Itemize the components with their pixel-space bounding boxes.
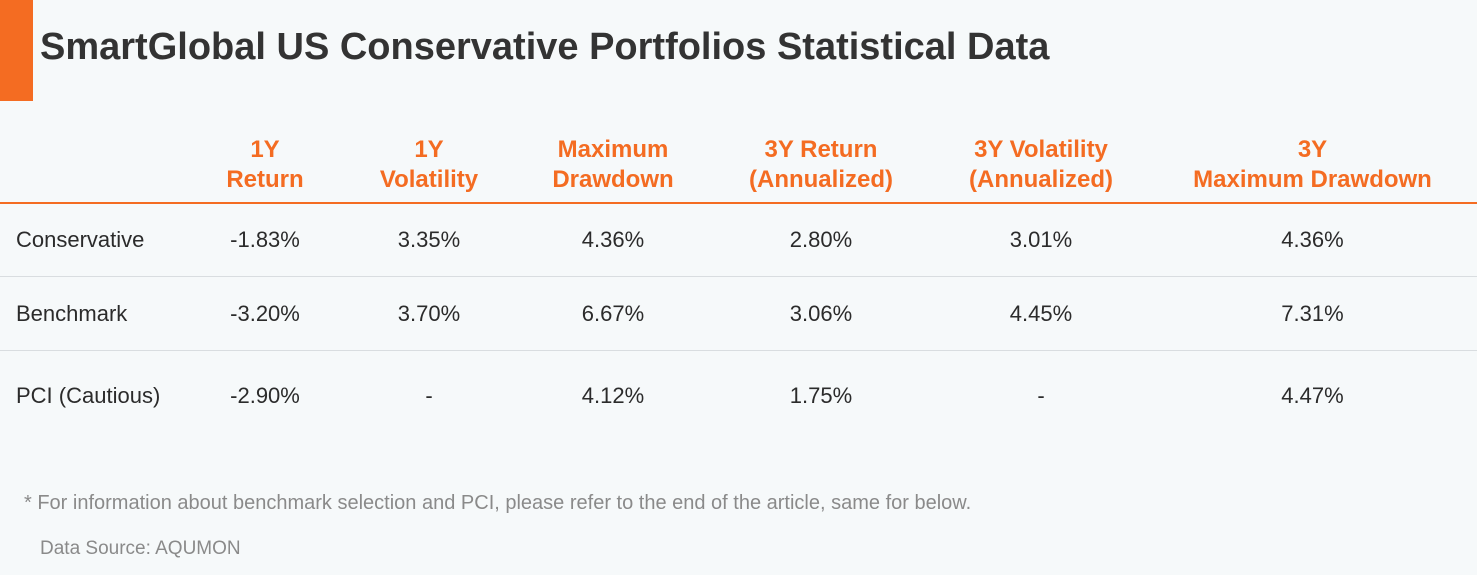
header-line: Return (226, 166, 304, 193)
header-line: 3Y (1297, 136, 1328, 163)
table-row: Benchmark -3.20% 3.70% 6.67% 3.06% 4.45%… (0, 276, 1477, 351)
table-header-row: 1Y Return 1Y Volatility Maximum Drawdown… (0, 130, 1477, 204)
table-row: PCI (Cautious) -2.90% - 4.12% 1.75% - 4.… (0, 351, 1477, 442)
row-label: Benchmark (0, 276, 190, 351)
table-cell: -3.20% (190, 276, 340, 351)
row-label: Conservative (0, 203, 190, 277)
page-title: SmartGlobal US Conservative Portfolios S… (40, 26, 1050, 68)
table-cell: 2.80% (708, 203, 934, 277)
table-cell: 6.67% (518, 276, 708, 351)
table-cell: - (425, 383, 433, 408)
table-row: Conservative -1.83% 3.35% 4.36% 2.80% 3.… (0, 203, 1477, 277)
header-line: Drawdown (552, 166, 674, 193)
header-1y-return: 1Y Return (190, 130, 340, 204)
table-cell: - (1037, 383, 1045, 408)
header-line: 1Y (250, 136, 280, 163)
table-cell: 1.75% (789, 383, 853, 408)
header-3y-volatility: 3Y Volatility (Annualized) (934, 130, 1148, 204)
header-1y-volatility: 1Y Volatility (340, 130, 518, 204)
table-cell: 7.31% (1148, 276, 1477, 351)
title-accent-bar (0, 0, 33, 101)
table-cell: 3.06% (708, 276, 934, 351)
header-3y-maximum-drawdown: 3Y Maximum Drawdown (1148, 130, 1477, 204)
table-cell: 4.45% (934, 276, 1148, 351)
footnote: * For information about benchmark select… (24, 492, 972, 514)
header-line: (Annualized) (969, 166, 1113, 193)
header-line: (Annualized) (749, 166, 893, 193)
table-cell: -2.90% (230, 383, 300, 408)
header-line: Volatility (379, 166, 479, 193)
table-cell: 4.36% (1148, 203, 1477, 277)
header-line: Maximum Drawdown (1193, 166, 1432, 193)
table-cell: 4.12% (581, 383, 645, 408)
header-line: 1Y (414, 136, 444, 163)
table-cell: 4.36% (518, 203, 708, 277)
table-cell: 3.01% (934, 203, 1148, 277)
header-line: 3Y Volatility (974, 136, 1108, 163)
data-source: Data Source: AQUMON (40, 538, 241, 559)
table-cell: 4.47% (1281, 383, 1344, 408)
statistics-table: 1Y Return 1Y Volatility Maximum Drawdown… (0, 130, 1477, 441)
header-maximum-drawdown: Maximum Drawdown (518, 130, 708, 204)
header-line: Maximum (557, 136, 669, 163)
header-line: 3Y Return (764, 136, 878, 163)
table-cell: 3.70% (340, 276, 518, 351)
header-3y-return: 3Y Return (Annualized) (708, 130, 934, 204)
table-cell: 3.35% (340, 203, 518, 277)
header-empty (0, 130, 190, 204)
row-label: PCI (Cautious) (16, 383, 161, 408)
table-cell: -1.83% (190, 203, 340, 277)
